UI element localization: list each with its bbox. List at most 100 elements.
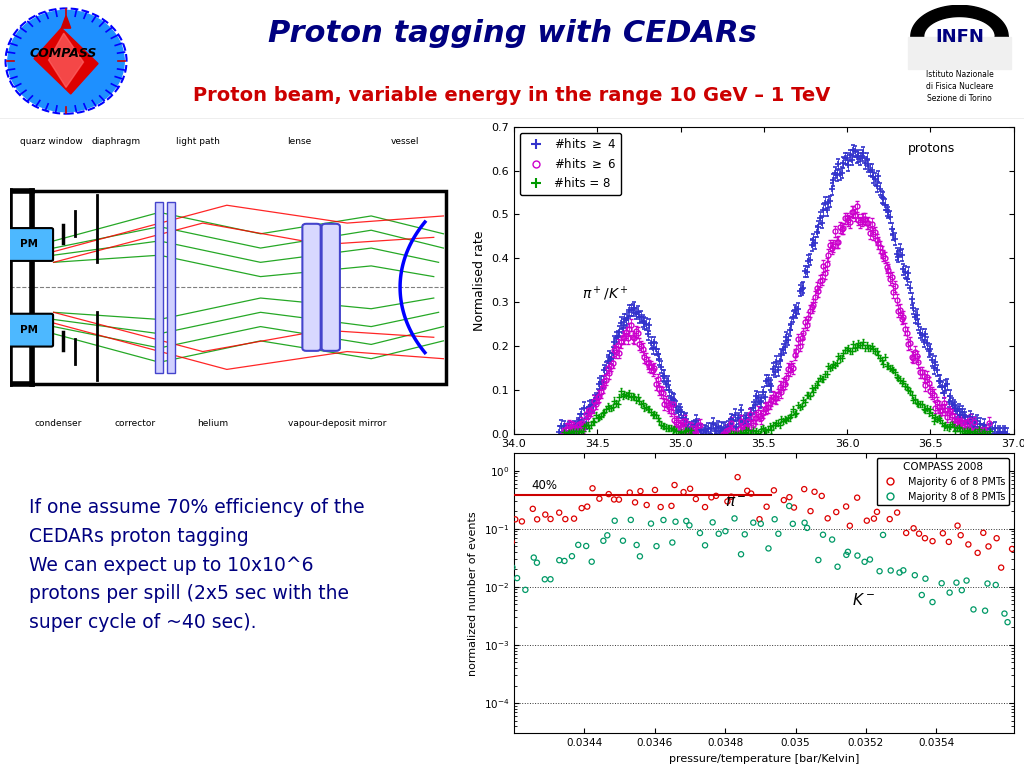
Point [676, 486, 692, 498]
Point [629, 539, 645, 551]
Point [543, 513, 559, 525]
FancyBboxPatch shape [6, 314, 53, 346]
Point [882, 513, 898, 525]
Point [934, 577, 950, 589]
Point [859, 515, 876, 527]
Text: PM: PM [20, 240, 39, 250]
Point [627, 496, 643, 508]
Point [579, 501, 595, 513]
Polygon shape [908, 37, 1011, 69]
Legend: #hits $\geq$ 4, #hits $\geq$ 6, #hits = 8: #hits $\geq$ 4, #hits $\geq$ 6, #hits = … [520, 133, 621, 195]
Point [862, 553, 879, 565]
Point [504, 536, 520, 548]
Point [717, 525, 733, 538]
Point [632, 550, 648, 562]
Polygon shape [34, 28, 98, 94]
Text: Proton tagging with CEDARs: Proton tagging with CEDARs [267, 19, 757, 48]
Point [871, 565, 888, 578]
Point [697, 501, 714, 513]
Point [711, 528, 727, 540]
Point [766, 513, 782, 525]
Point [551, 507, 567, 519]
Point [566, 512, 583, 525]
Point [667, 479, 683, 492]
Point [703, 492, 720, 504]
Point [949, 519, 966, 531]
Point [665, 536, 681, 548]
Point [868, 505, 885, 518]
Bar [155, 202, 163, 373]
Point [490, 521, 507, 533]
Point [941, 587, 957, 599]
Point [784, 518, 801, 530]
Point [614, 535, 631, 547]
Point [648, 540, 665, 552]
Polygon shape [48, 33, 84, 88]
Point [958, 574, 975, 587]
FancyBboxPatch shape [6, 228, 53, 261]
Point [504, 561, 520, 574]
Text: $K^-$: $K^-$ [852, 591, 874, 607]
Point [979, 578, 995, 590]
Point [697, 539, 714, 551]
Point [775, 494, 792, 506]
Point [664, 500, 680, 512]
Point [570, 538, 587, 551]
Point [723, 491, 739, 503]
Point [966, 604, 982, 616]
Point [551, 554, 567, 566]
Point [584, 555, 600, 568]
Point [906, 569, 923, 581]
Point [708, 490, 724, 502]
Point [948, 577, 965, 589]
Point [678, 515, 694, 527]
Point [977, 604, 993, 617]
Point [842, 520, 858, 532]
Point [739, 485, 756, 497]
Point [599, 529, 615, 541]
Polygon shape [911, 5, 1008, 68]
Point [828, 506, 845, 518]
Y-axis label: Normalised rate: Normalised rate [473, 230, 485, 330]
Bar [32, 191, 445, 384]
Point [766, 484, 782, 496]
Point [729, 471, 745, 483]
Point [557, 513, 573, 525]
Point [941, 536, 957, 548]
Point [622, 486, 638, 498]
Point [743, 488, 760, 500]
Text: 40%: 40% [531, 478, 558, 492]
Point [632, 485, 648, 497]
Point [840, 546, 856, 558]
Point [988, 532, 1005, 545]
Text: PM: PM [20, 325, 39, 335]
Point [524, 503, 541, 515]
Point [496, 535, 512, 548]
Y-axis label: normalized number of events: normalized number of events [468, 511, 478, 676]
Point [543, 573, 559, 585]
Point [753, 518, 769, 530]
Point [781, 491, 798, 503]
X-axis label: pressure/temperature [bar/Kelvin]: pressure/temperature [bar/Kelvin] [669, 754, 859, 764]
Point [564, 550, 581, 562]
Point [785, 502, 802, 514]
Text: vessel: vessel [390, 137, 419, 147]
Point [911, 528, 928, 540]
Point [799, 521, 815, 534]
Text: $\pi^-$: $\pi^-$ [725, 495, 746, 510]
Text: Istituto Nazionale
di Fisica Nucleare
Sezione di Torino: Istituto Nazionale di Fisica Nucleare Se… [926, 70, 993, 103]
Point [806, 485, 822, 498]
Point [498, 582, 514, 594]
Point [987, 579, 1004, 591]
Point [879, 491, 895, 503]
Point [692, 527, 709, 539]
Point [913, 589, 930, 601]
Point [591, 492, 607, 505]
Point [838, 501, 854, 513]
Point [507, 513, 523, 525]
Point [895, 564, 911, 577]
Point [585, 482, 601, 495]
Point [970, 547, 986, 559]
Point [655, 514, 672, 526]
Point [514, 515, 530, 528]
